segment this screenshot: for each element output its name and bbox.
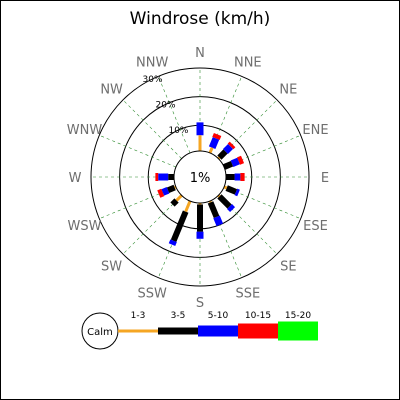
calm-circle	[173, 150, 227, 204]
bar-ne-5-10	[222, 144, 233, 155]
direction-label-ene: ENE	[302, 123, 328, 138]
bar-ssw-5-10	[168, 239, 177, 246]
bar-n-5-10	[196, 122, 204, 136]
legend-label-3-5: 3-5	[171, 311, 186, 321]
spoke-nw	[122, 99, 182, 159]
spoke-nnw	[158, 76, 191, 154]
direction-label-ne: NE	[279, 83, 297, 98]
bar-wsw-10-15	[157, 188, 165, 198]
direction-label-s: S	[196, 296, 204, 311]
bar-ssw-1-3	[184, 200, 192, 213]
bar-ssw-3-5	[170, 210, 189, 242]
spoke-sw	[122, 195, 182, 255]
bar-e-3-5	[226, 174, 235, 180]
calm-percent-label: 1%	[190, 171, 211, 186]
legend-label-5-10: 5-10	[208, 311, 229, 321]
bar-s-5-10	[196, 231, 204, 239]
direction-label-wsw: WSW	[68, 219, 102, 234]
bar-nne-10-15	[212, 132, 222, 140]
bar-wsw-5-10	[161, 187, 170, 196]
legend-label-10-15: 10-15	[245, 311, 271, 321]
bar-se-3-5	[217, 194, 232, 209]
legend-swatch-3-5	[158, 327, 198, 335]
chart-title: Windrose (km/h)	[130, 9, 271, 29]
legend-swatch-10-15	[238, 323, 278, 339]
radial-tick-2: 20%	[156, 100, 176, 110]
direction-label-wnw: WNW	[67, 123, 103, 138]
radial-tick-labels: 10% 20% 30%	[143, 75, 189, 136]
direction-label-n: N	[195, 46, 205, 61]
bar-ene-5-10	[230, 157, 240, 167]
bar-se-1-3	[217, 194, 221, 198]
bar-s-3-5	[197, 204, 203, 232]
direction-labels: N NNE NE ENE E ESE SE SSE S SSW SW WSW W WNW NW NNW	[67, 46, 329, 311]
direction-label-ese: ESE	[303, 219, 328, 234]
bar-w-5-10	[158, 173, 169, 181]
direction-label-sse: SSE	[235, 286, 260, 301]
bar-ese-3-5	[225, 185, 238, 195]
direction-label-e: E	[321, 171, 329, 186]
grid-ring-3	[90, 67, 310, 287]
bar-sw-1-3	[175, 194, 183, 202]
bar-e-5-10	[234, 173, 241, 181]
legend-swatch-5-10	[198, 325, 238, 337]
bar-ne-3-5	[217, 149, 228, 160]
direction-label-w: W	[69, 171, 82, 186]
direction-label-sw: SW	[101, 259, 122, 274]
radial-tick-1: 10%	[168, 126, 188, 136]
bar-w-10-15	[155, 173, 159, 181]
legend-label-1-3: 1-3	[131, 311, 146, 321]
bar-ene-10-15	[237, 155, 245, 165]
direction-label-nne: NNE	[234, 56, 262, 71]
bar-ne-1-3	[217, 156, 221, 160]
bar-se-5-10	[227, 204, 236, 213]
bar-sse-5-10	[213, 215, 224, 227]
radial-tick-3: 30%	[143, 75, 163, 85]
direction-label-nnw: NNW	[136, 56, 168, 71]
bar-sse-3-5	[207, 201, 220, 219]
bar-nne-1-3	[208, 147, 214, 154]
legend-swatch-1-3	[118, 329, 158, 333]
bar-wsw-3-5	[166, 184, 176, 194]
bar-w-3-5	[168, 174, 174, 180]
direction-label-ssw: SSW	[137, 286, 167, 301]
legend-calm-label: Calm	[87, 327, 113, 338]
wind-bars	[155, 122, 245, 246]
bar-sw-3-5	[170, 198, 179, 207]
spoke-wnw	[99, 135, 177, 168]
legend-label-15-20: 15-20	[285, 311, 311, 321]
bar-ese-5-10	[234, 188, 240, 197]
direction-label-se: SE	[280, 259, 296, 274]
bar-ene-3-5	[222, 160, 234, 170]
speed-legend: Calm 1-3 3-5 5-10 10-15 15-20	[81, 311, 318, 350]
bar-nne-5-10	[208, 137, 220, 150]
direction-label-nw: NW	[100, 83, 123, 98]
bar-e-10-15	[240, 173, 245, 181]
bar-ne-10-15	[227, 141, 236, 150]
legend-swatch-15-20	[278, 321, 318, 341]
bar-n-1-3	[198, 135, 202, 151]
